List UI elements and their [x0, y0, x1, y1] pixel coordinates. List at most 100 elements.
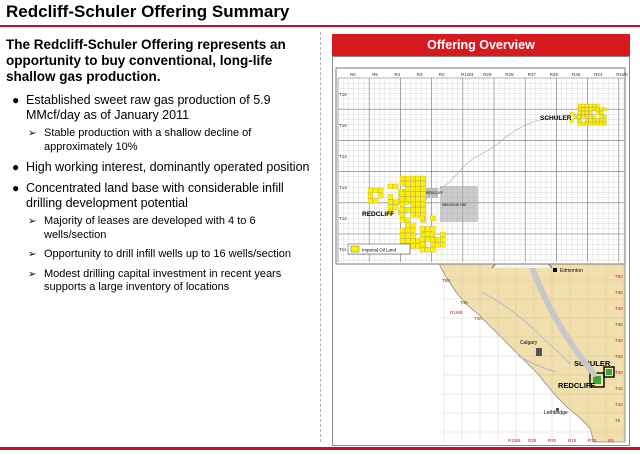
schuler-province-label: SCHULER	[574, 359, 611, 368]
range-label: R6	[350, 72, 356, 77]
lease-parcel	[419, 226, 426, 232]
lease-parcel	[599, 107, 604, 111]
lease-parcel	[577, 119, 581, 123]
sub-bullet-text: Opportunity to drill infill wells up to …	[44, 248, 292, 260]
province-land	[427, 250, 626, 443]
lease-parcel	[420, 207, 426, 213]
redcliff-box-fill	[593, 376, 601, 384]
range-label: R25	[572, 72, 581, 77]
lease-parcel	[599, 114, 604, 119]
lease-parcel	[367, 187, 374, 194]
lease-parcel	[603, 121, 607, 126]
lease-parcel	[387, 183, 394, 190]
lease-parcel	[592, 107, 596, 111]
bullet-text: High working interest, dominantly operat…	[26, 160, 310, 174]
lease-parcel	[410, 227, 416, 234]
bullet-item: ● High working interest, dominantly oper…	[6, 160, 312, 175]
arrow-bullet-icon: ➢	[28, 268, 37, 280]
lease-parcel	[410, 233, 416, 239]
lease-parcel	[435, 237, 441, 243]
inset-map-frame	[335, 67, 626, 265]
edmonton-marker	[553, 268, 557, 272]
lease-parcel	[373, 198, 379, 204]
schuler-box	[603, 366, 615, 378]
lease-parcel	[399, 207, 406, 213]
lease-parcel	[569, 111, 574, 116]
lease-parcel	[588, 103, 593, 108]
province-township-label: T5	[615, 418, 621, 423]
bottom-rule	[0, 447, 640, 450]
redcliff-town-label: REDCLIFF	[426, 191, 443, 195]
township-label: T14	[339, 154, 347, 159]
lease-parcel	[378, 193, 384, 199]
lease-parcel	[399, 181, 406, 187]
inset-river	[449, 113, 579, 183]
province-township-label: T20	[615, 370, 623, 375]
lease-parcel	[585, 118, 589, 122]
lease-parcel	[425, 247, 431, 253]
lease-parcel	[595, 103, 600, 108]
province-range-label: R25	[528, 438, 537, 443]
township-label: T16	[339, 92, 347, 97]
lease-parcel	[585, 107, 589, 111]
lease-parcel	[599, 111, 604, 115]
sub-bullet-text: Stable production with a shallow decline…	[44, 127, 252, 153]
schuler-label: SCHULER	[540, 115, 572, 122]
lease-parcel	[399, 238, 406, 244]
township-label: T11	[339, 247, 347, 252]
legend-box	[347, 243, 411, 255]
lease-parcel	[399, 201, 406, 208]
lease-parcel	[573, 115, 578, 119]
lease-parcel	[588, 118, 593, 122]
lease-parcel	[595, 111, 600, 115]
legend-label: Imperial Oil Land	[362, 248, 397, 253]
lease-parcel	[415, 212, 421, 218]
lease-parcel	[577, 107, 582, 111]
township-label: T15	[339, 123, 347, 128]
sub-bullet-item: ➢ Majority of leases are developed with …	[26, 215, 312, 242]
lease-parcel	[405, 238, 411, 244]
lease-parcel	[415, 207, 421, 213]
lease-parcel	[410, 207, 416, 213]
lease-parcel	[420, 181, 426, 187]
lease-parcel	[603, 107, 607, 111]
range-label: R2	[439, 72, 445, 77]
bullet-item: ● Concentrated land base with considerab…	[6, 181, 312, 295]
range-label: R28	[505, 72, 514, 77]
lease-parcel	[595, 121, 600, 126]
lease-parcel	[577, 115, 581, 119]
lease-parcel	[585, 103, 589, 108]
lease-parcel	[378, 187, 384, 194]
province-edge-label: T50	[442, 278, 450, 283]
lease-parcel	[588, 114, 593, 119]
lease-parcel	[603, 118, 607, 122]
sub-bullet-list: ➢ Majority of leases are developed with …	[26, 215, 312, 295]
lease-parcel	[419, 236, 426, 242]
province-township-label: T30	[615, 338, 623, 343]
lease-parcel	[399, 227, 406, 234]
lease-parcel	[581, 111, 586, 115]
column-divider	[320, 32, 321, 442]
lease-parcel	[399, 217, 406, 223]
lease-parcel	[595, 107, 600, 111]
lease-parcel	[581, 121, 586, 126]
province-township-label: T35	[615, 322, 623, 327]
lease-parcel	[440, 237, 446, 243]
lease-parcel	[603, 114, 607, 119]
lease-parcel	[592, 114, 596, 119]
lease-parcel	[410, 186, 416, 192]
lease-parcel	[415, 201, 421, 208]
lease-parcel	[387, 194, 394, 200]
river-line	[481, 291, 571, 365]
lease-parcel	[415, 196, 421, 202]
bullet-item: ● Established sweet raw gas production o…	[6, 93, 312, 154]
lethbridge-label: Lethbridge	[544, 410, 568, 416]
lease-parcel	[420, 191, 426, 197]
lease-parcel	[399, 175, 406, 182]
lease-parcel	[410, 212, 416, 218]
sub-bullet-item: ➢ Opportunity to drill infill wells up t…	[26, 248, 312, 262]
lease-parcel	[592, 103, 596, 108]
lease-parcel	[399, 233, 406, 239]
sub-bullet-list: ➢ Stable production with a shallow decli…	[26, 127, 312, 154]
province-range-label: R5	[608, 438, 614, 443]
